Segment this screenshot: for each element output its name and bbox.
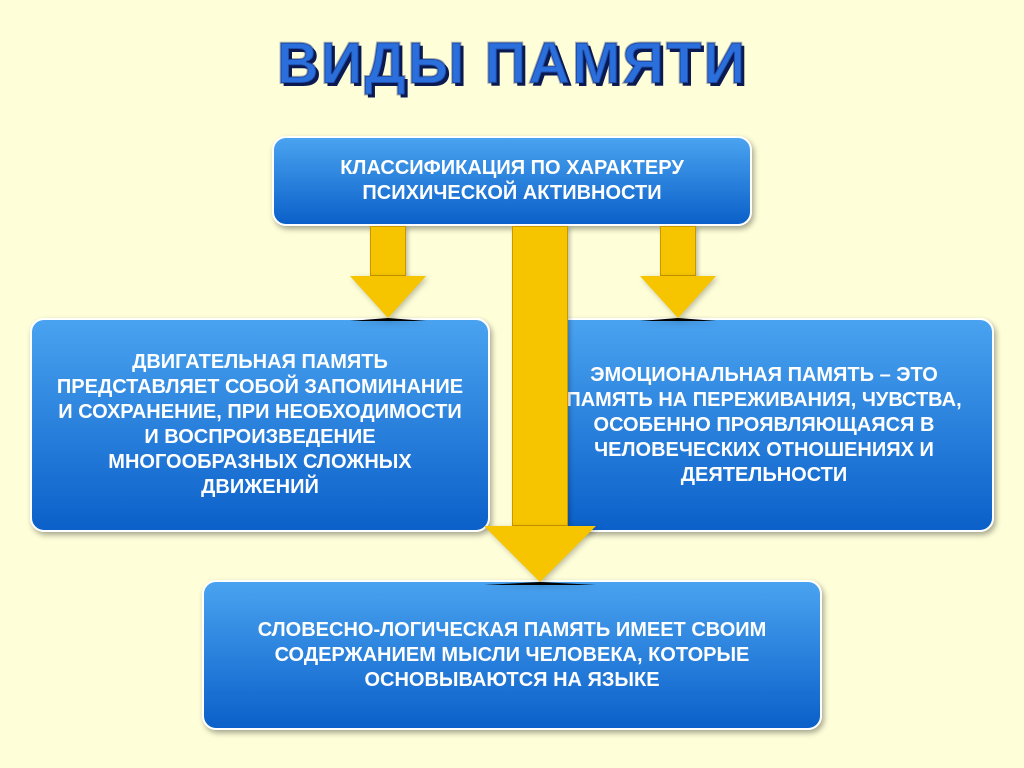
box-top-text: КЛАССИФИКАЦИЯ ПО ХАРАКТЕРУ ПСИХИЧЕСКОЙ А… [292,156,732,206]
slide-title: ВИДЫ ПАМЯТИ [0,30,1024,97]
box-top: КЛАССИФИКАЦИЯ ПО ХАРАКТЕРУ ПСИХИЧЕСКОЙ А… [272,136,752,226]
box-left-text: ДВИГАТЕЛЬНАЯ ПАМЯТЬ ПРЕДСТАВЛЯЕТ СОБОЙ З… [50,350,470,500]
arrow-left-head-icon [350,276,426,321]
arrow-left [350,226,426,318]
box-bottom: СЛОВЕСНО‑ЛОГИЧЕСКАЯ ПАМЯТЬ ИМЕЕТ СВОИМ С… [202,580,822,730]
arrow-center-shaft [512,226,568,526]
arrow-center-head-icon [484,526,596,585]
box-right: ЭМОЦИОНАЛЬНАЯ ПАМЯТЬ – ЭТО ПАМЯТЬ НА ПЕР… [534,318,994,532]
box-left: ДВИГАТЕЛЬНАЯ ПАМЯТЬ ПРЕДСТАВЛЯЕТ СОБОЙ З… [30,318,490,532]
arrow-right-shaft [660,226,696,276]
slide-root: ВИДЫ ПАМЯТИ КЛАССИФИКАЦИЯ ПО ХАРАКТЕРУ П… [0,0,1024,768]
box-right-text: ЭМОЦИОНАЛЬНАЯ ПАМЯТЬ – ЭТО ПАМЯТЬ НА ПЕР… [554,363,974,488]
arrow-right-head-icon [640,276,716,321]
arrow-right [640,226,716,318]
box-bottom-text: СЛОВЕСНО‑ЛОГИЧЕСКАЯ ПАМЯТЬ ИМЕЕТ СВОИМ С… [222,618,802,693]
arrow-center [484,226,596,582]
arrow-left-shaft [370,226,406,276]
